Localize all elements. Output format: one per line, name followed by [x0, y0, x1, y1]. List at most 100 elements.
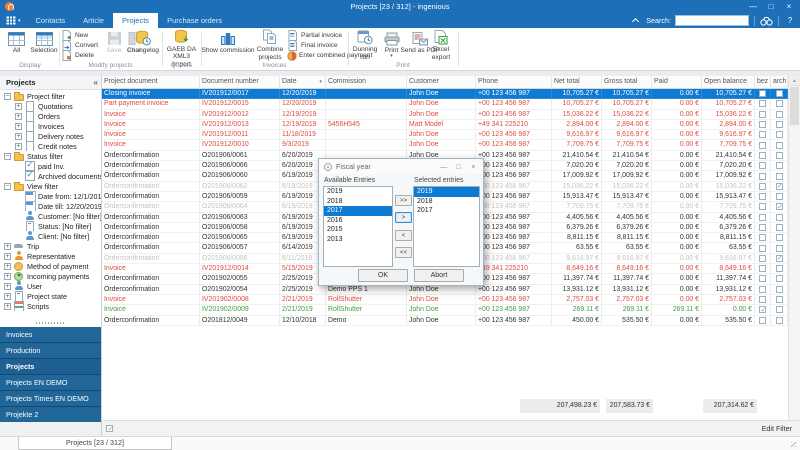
arch-checkbox[interactable]: [775, 162, 783, 170]
column-header-commission[interactable]: Commission: [326, 76, 407, 88]
arch-checkbox[interactable]: [775, 224, 783, 231]
bez-checkbox[interactable]: [759, 203, 766, 211]
table-row[interactable]: Orderconfirmation O201902/0054 2/25/2019 De…: [102, 284, 800, 295]
arch-checkbox[interactable]: [775, 285, 783, 293]
column-header-document-number[interactable]: Document number: [200, 76, 280, 88]
tree-item-date-from-12-1-2018[interactable]: Date from: 12/1/2018: [0, 191, 101, 201]
minimize-button[interactable]: —: [749, 2, 757, 11]
move-all-left-button[interactable]: <<: [395, 247, 412, 258]
expand-icon[interactable]: +: [4, 272, 11, 280]
arch-checkbox[interactable]: [775, 203, 783, 212]
table-row[interactable]: Orderconfirmation O201906/0061 6/20/2019 Jo…: [102, 150, 800, 162]
combine-projects-button[interactable]: Combine projects: [255, 29, 285, 61]
bez-checkbox[interactable]: [759, 234, 766, 242]
table-row[interactable]: Orderconfirmation O201906/0066 6/20/2019 +0…: [102, 161, 800, 172]
table-row[interactable]: Orderconfirmation O201906/0063 6/19/2019 +0…: [102, 212, 800, 223]
fiscal-year-option-2013[interactable]: 2013: [327, 235, 343, 243]
bez-checkbox[interactable]: [759, 172, 766, 180]
table-row[interactable]: Orderconfirmation O201906/0065 6/19/2019 +0…: [102, 233, 800, 244]
arch-checkbox[interactable]: [775, 234, 783, 242]
fiscal-year-option-2018[interactable]: 2018: [327, 197, 343, 205]
expand-icon[interactable]: +: [15, 122, 22, 130]
table-row[interactable]: Orderconfirmation O201812/0049 12/10/2018 D…: [102, 315, 800, 326]
bez-checkbox[interactable]: [759, 100, 766, 108]
selection-button[interactable]: Selection: [30, 29, 58, 61]
tab-purchase-orders[interactable]: Purchase orders: [167, 16, 223, 25]
dialog-minimize-button[interactable]: —: [439, 162, 448, 171]
maximize-button[interactable]: □: [768, 2, 774, 11]
search-input[interactable]: [675, 15, 749, 26]
print-button[interactable]: Print ▾: [381, 29, 402, 61]
collapse-sidebar-icon[interactable]: «: [93, 78, 98, 87]
tab-article[interactable]: Article: [83, 16, 104, 25]
tree-item-delivery-notes[interactable]: + Delivery notes: [0, 131, 101, 141]
fiscal-year-option-2017[interactable]: 2017: [417, 207, 433, 214]
nav-item-projekte-2[interactable]: Projekte 2: [0, 407, 101, 422]
help-button[interactable]: ?: [787, 16, 793, 25]
expand-icon[interactable]: +: [15, 132, 22, 140]
table-row[interactable]: Invoice IV201912/0010 9/3/2019 John Doe +00 …: [102, 140, 800, 151]
tree-item-date-till-12-20-2019[interactable]: Date till: 12/20/2019: [0, 201, 101, 211]
dunning-run-button[interactable]: Dunning run: [350, 29, 380, 61]
bez-checkbox[interactable]: [759, 131, 766, 139]
tree-item-trip[interactable]: + Trip: [0, 241, 101, 251]
expand-icon[interactable]: +: [4, 282, 11, 290]
bez-checkbox[interactable]: [759, 121, 766, 129]
arch-checkbox[interactable]: [775, 254, 783, 263]
bez-checkbox[interactable]: [759, 224, 766, 231]
fiscal-year-option-2015[interactable]: 2015: [327, 226, 343, 233]
final-invoice-button[interactable]: Final invoice: [287, 39, 347, 51]
column-header-open-balance[interactable]: Open balance: [702, 76, 755, 88]
bez-checkbox[interactable]: [759, 296, 766, 304]
column-header-customer[interactable]: Customer: [407, 76, 476, 88]
filter-enabled-checkbox[interactable]: [106, 425, 113, 433]
bez-checkbox[interactable]: [759, 141, 766, 149]
save-button[interactable]: Save: [104, 29, 124, 61]
expand-icon[interactable]: +: [15, 112, 22, 120]
collapse-icon[interactable]: −: [4, 182, 11, 190]
app-menu-button[interactable]: ▾: [0, 13, 27, 28]
bez-checkbox[interactable]: [759, 316, 766, 324]
arch-checkbox[interactable]: [775, 100, 783, 108]
enter-combined-payment-button[interactable]: Enter combined payment: [287, 51, 372, 61]
expand-icon[interactable]: +: [4, 242, 11, 250]
tree-item-client-no-filter[interactable]: Client: [No filter]: [0, 231, 101, 241]
expand-icon[interactable]: +: [15, 102, 22, 110]
collapse-icon[interactable]: −: [4, 152, 11, 160]
table-row[interactable]: Invoice IV201902/0009 2/21/2019 RollShutter…: [102, 305, 800, 316]
bez-checkbox[interactable]: [759, 254, 766, 262]
collapse-ribbon-icon[interactable]: [632, 17, 640, 26]
convert-button[interactable]: Convert: [61, 39, 105, 51]
bez-checkbox[interactable]: [759, 275, 766, 283]
tree-item-project-state[interactable]: + Project state: [0, 291, 101, 301]
column-header-project-document[interactable]: Project document: [102, 76, 200, 88]
bez-checkbox[interactable]: [759, 90, 766, 98]
column-header-phone[interactable]: Phone: [476, 76, 552, 88]
fiscal-year-option-2018[interactable]: 2018: [417, 197, 433, 205]
fiscal-year-option-2019[interactable]: 2019: [414, 187, 479, 197]
table-row[interactable]: Part payment invoice IV201912/0015 12/20/2…: [102, 99, 800, 110]
table-row[interactable]: Closing invoice IV201912/0017 12/20/2019 Jo…: [102, 89, 800, 100]
tab-projects[interactable]: Projects: [112, 13, 159, 28]
table-row[interactable]: Invoice IV201912/0013 12/19/2019 5456H545 Ma…: [102, 119, 800, 131]
partial-invoice-button[interactable]: Partial invoice: [287, 29, 347, 41]
nav-item-production[interactable]: Production: [0, 343, 101, 358]
tree-item-credit-notes[interactable]: + Credit notes: [0, 141, 101, 151]
tab-contacts[interactable]: Contacts: [35, 16, 66, 25]
arch-checkbox[interactable]: [775, 265, 783, 273]
arch-checkbox[interactable]: [775, 182, 783, 191]
scrollbar-thumb[interactable]: [790, 87, 799, 125]
bez-checkbox[interactable]: [759, 244, 766, 252]
column-header-paid[interactable]: Paid: [652, 76, 702, 88]
fiscal-year-option-2016[interactable]: 2016: [327, 216, 343, 224]
vertical-scrollbar[interactable]: ▲: [788, 76, 800, 420]
ok-button[interactable]: OK: [358, 269, 408, 282]
table-row[interactable]: Invoice IV201902/0008 2/21/2019 RollShutter…: [102, 294, 800, 306]
tree-item-status-no-filter[interactable]: Status: [No filter]: [0, 221, 101, 231]
abort-button[interactable]: Abort: [414, 269, 464, 282]
table-row[interactable]: Invoice IV201912/0011 11/18/2019 John Doe +0…: [102, 130, 800, 141]
column-header-bez[interactable]: bez: [755, 76, 771, 88]
tree-item-incoming-payments[interactable]: + Incoming payments: [0, 271, 101, 281]
fiscal-year-option-2019[interactable]: 2019: [327, 188, 343, 195]
new-button[interactable]: New: [61, 29, 105, 41]
